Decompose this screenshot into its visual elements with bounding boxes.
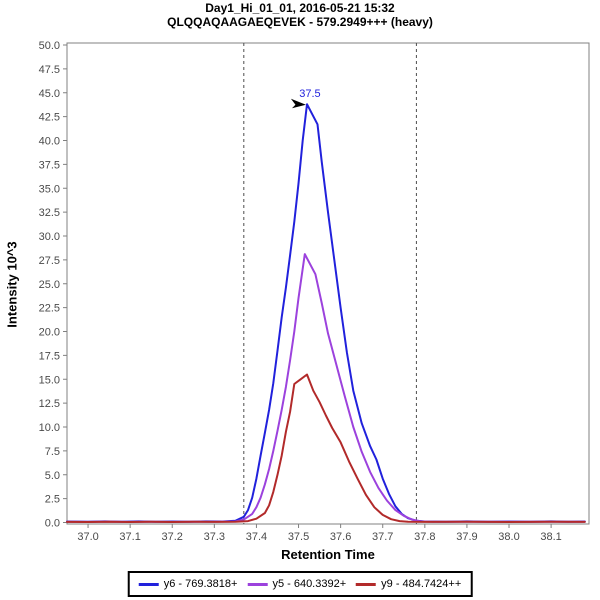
y-tick-label: 17.5: [39, 350, 60, 362]
y-tick-label: 2.5: [45, 494, 60, 506]
y-tick-label: 37.5: [39, 159, 60, 171]
x-tick-label: 37.0: [77, 531, 98, 543]
x-tick-label: 37.7: [372, 531, 393, 543]
y-tick-label: 27.5: [39, 255, 60, 267]
legend-item-y9: y9 - 484.7424++: [356, 578, 461, 590]
y-tick-label: 0.0: [45, 518, 60, 530]
y-tick-label: 50.0: [39, 40, 60, 52]
y-tick-label: 5.0: [45, 470, 60, 482]
y-tick-label: 15.0: [39, 374, 60, 386]
y-tick-label: 30.0: [39, 231, 60, 243]
y-tick-label: 7.5: [45, 446, 60, 458]
peak-rt-annotation[interactable]: 37.5: [299, 88, 320, 100]
x-tick-label: 37.2: [162, 531, 183, 543]
legend: y6 - 769.3818+ y5 - 640.3392+ y9 - 484.7…: [127, 571, 473, 597]
legend-label-y5: y5 - 640.3392+: [272, 578, 347, 590]
x-tick-label: 37.3: [204, 531, 225, 543]
y-tick-label: 42.5: [39, 112, 60, 124]
x-axis-label: Retention Time: [281, 547, 375, 562]
y-tick-label: 20.0: [39, 327, 60, 339]
chart-title: Day1_Hi_01_01, 2016-05-21 15:32: [205, 1, 395, 15]
y-tick-label: 47.5: [39, 64, 60, 76]
x-tick-label: 37.6: [330, 531, 351, 543]
x-tick-label: 37.1: [119, 531, 140, 543]
peak-arrow-icon: [290, 98, 306, 109]
y-tick-label: 45.0: [39, 88, 60, 100]
y-tick-label: 12.5: [39, 398, 60, 410]
y-tick-label: 22.5: [39, 303, 60, 315]
legend-item-y6: y6 - 769.3818+: [138, 578, 238, 590]
legend-swatch-y6: [138, 582, 159, 586]
series-line-y6: [66, 103, 586, 523]
chart-subtitle: QLQQAQAAGAEQEVEK - 579.2949+++ (heavy): [167, 15, 433, 29]
y-axis-label: Intensity 10^3: [4, 241, 20, 328]
x-tick-label: 37.5: [288, 531, 309, 543]
x-tick-label: 38.0: [498, 531, 519, 543]
legend-swatch-y9: [356, 582, 377, 586]
legend-label-y9: y9 - 484.7424++: [381, 578, 462, 590]
y-tick-label: 32.5: [39, 207, 60, 219]
x-tick-label: 37.4: [246, 531, 267, 543]
y-tick-label: 40.0: [39, 136, 60, 148]
x-tick-label: 37.9: [456, 531, 477, 543]
series-line-y9: [66, 373, 586, 523]
x-tick-label: 38.1: [540, 531, 561, 543]
y-tick-label: 10.0: [39, 422, 60, 434]
legend-label-y6: y6 - 769.3818+: [163, 578, 238, 590]
plot-border: [66, 42, 590, 525]
legend-item-y5: y5 - 640.3392+: [247, 578, 346, 590]
series-line-y5: [66, 253, 586, 523]
y-tick-label: 35.0: [39, 183, 60, 195]
legend-swatch-y5: [247, 582, 268, 586]
y-tick-label: 25.0: [39, 279, 60, 291]
x-tick-label: 37.8: [414, 531, 435, 543]
